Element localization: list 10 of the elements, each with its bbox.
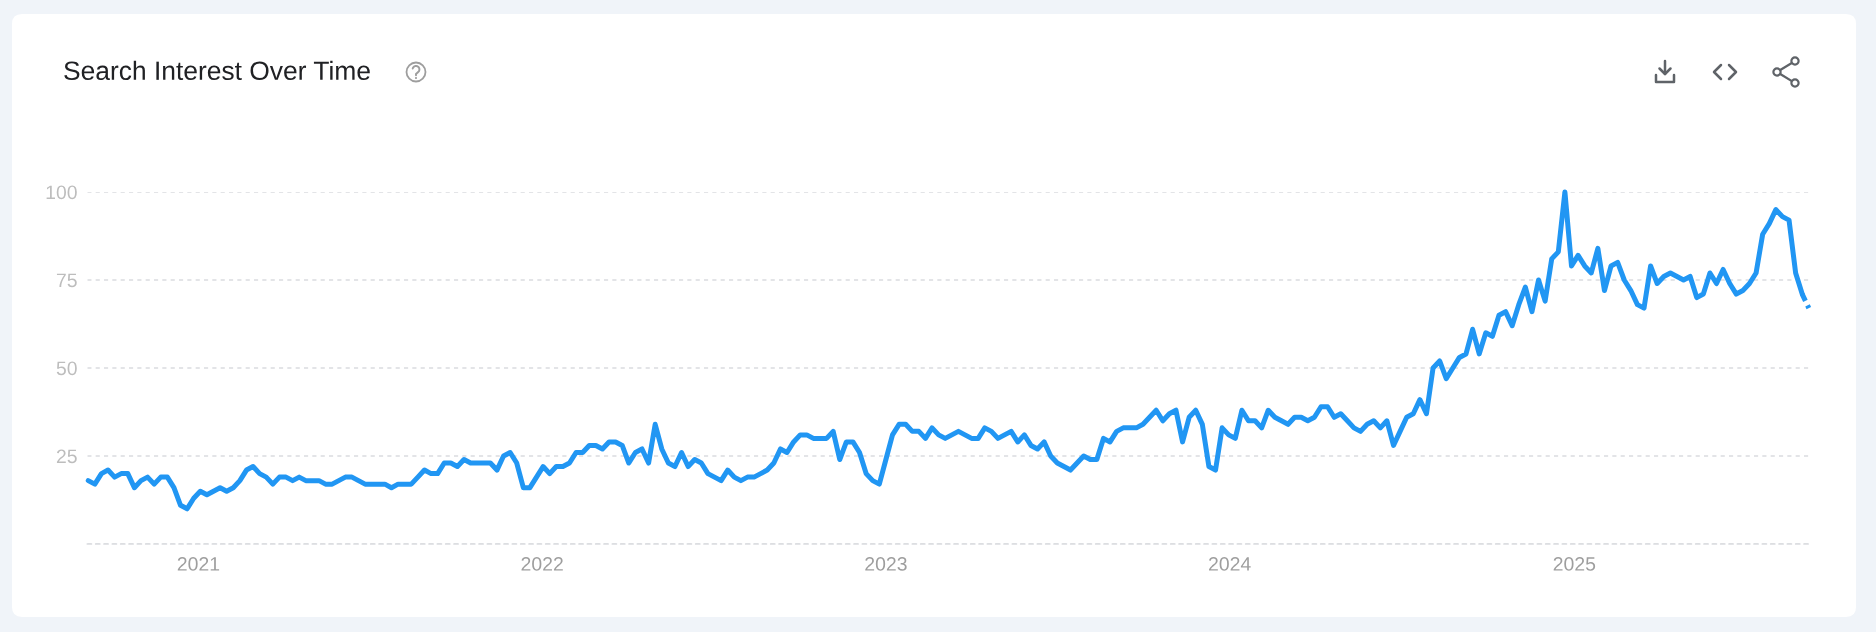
chart-title: Search Interest Over Time — [64, 60, 370, 81]
y-tick-label: 50 — [56, 361, 77, 376]
x-tick-label: 2025 — [1553, 557, 1596, 571]
y-tick-label: 100 — [46, 185, 77, 200]
y-tick-label: 25 — [56, 449, 77, 464]
x-tick-label: 2023 — [865, 557, 907, 571]
x-tick-label: 2024 — [1208, 557, 1251, 571]
x-tick-label: 2022 — [521, 557, 563, 571]
y-tick-label: 75 — [56, 273, 77, 288]
x-tick-label: 2021 — [177, 557, 220, 571]
